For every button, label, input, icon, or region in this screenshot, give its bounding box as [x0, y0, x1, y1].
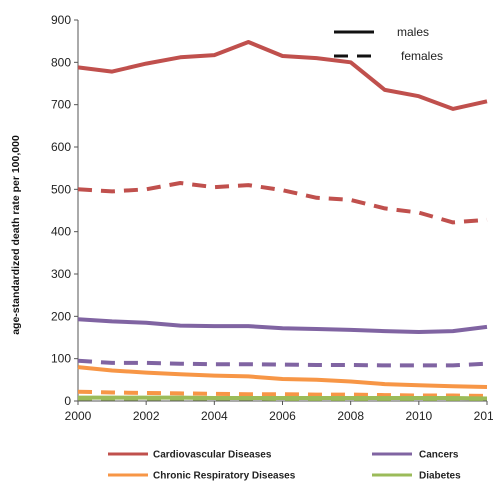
y-tick-label: 200	[51, 309, 71, 323]
y-axis-title: age-standardized death rate per 100,000	[10, 135, 22, 335]
y-tick-label: 900	[51, 13, 71, 27]
legend-label-cancers: Cancers	[419, 450, 459, 461]
y-tick-label: 0	[64, 394, 71, 408]
legend-label-males: males	[397, 25, 429, 39]
series-line-cardiovascular-diseases-females	[78, 183, 487, 222]
y-tick-label: 600	[51, 140, 71, 154]
y-tick-label: 700	[51, 98, 71, 112]
legend-label-diabetes: Diabetes	[419, 471, 461, 482]
series-line-cancers-males	[78, 319, 487, 332]
y-tick-label: 300	[51, 267, 71, 281]
y-tick-label: 100	[51, 352, 71, 366]
y-tick-label: 500	[51, 182, 71, 196]
x-tick-label: 2000	[65, 409, 92, 423]
x-axis: 2000 2002 2004 2006 2008 2010 2012	[65, 401, 493, 423]
legend-label-chronic-respiratory-diseases: Chronic Respiratory Diseases	[153, 471, 296, 482]
color-legend: Cardiovascular Diseases Cancers Chronic Re…	[108, 450, 461, 482]
y-axis: 0 100 200 300 400 500 600 700 800 900	[51, 13, 78, 408]
series-line-chronic-respiratory-diseases-males	[78, 367, 487, 387]
series-line-chronic-respiratory-diseases-females	[78, 392, 487, 396]
series-line-cancers-females	[78, 361, 487, 366]
series-layer	[78, 42, 487, 399]
x-tick-label: 2002	[133, 409, 160, 423]
plot-frame	[78, 20, 487, 401]
legend-label-females: females	[401, 49, 443, 63]
x-tick-label: 2004	[201, 409, 228, 423]
legend-label-cardiovascular-diseases: Cardiovascular Diseases	[153, 450, 272, 461]
line-style-legend: males females	[334, 25, 443, 63]
y-tick-label: 800	[51, 55, 71, 69]
x-tick-label: 2010	[405, 409, 432, 423]
x-tick-label: 2006	[269, 409, 296, 423]
x-tick-label: 2008	[337, 409, 364, 423]
x-tick-label: 2012	[474, 409, 493, 423]
y-tick-label: 400	[51, 225, 71, 239]
